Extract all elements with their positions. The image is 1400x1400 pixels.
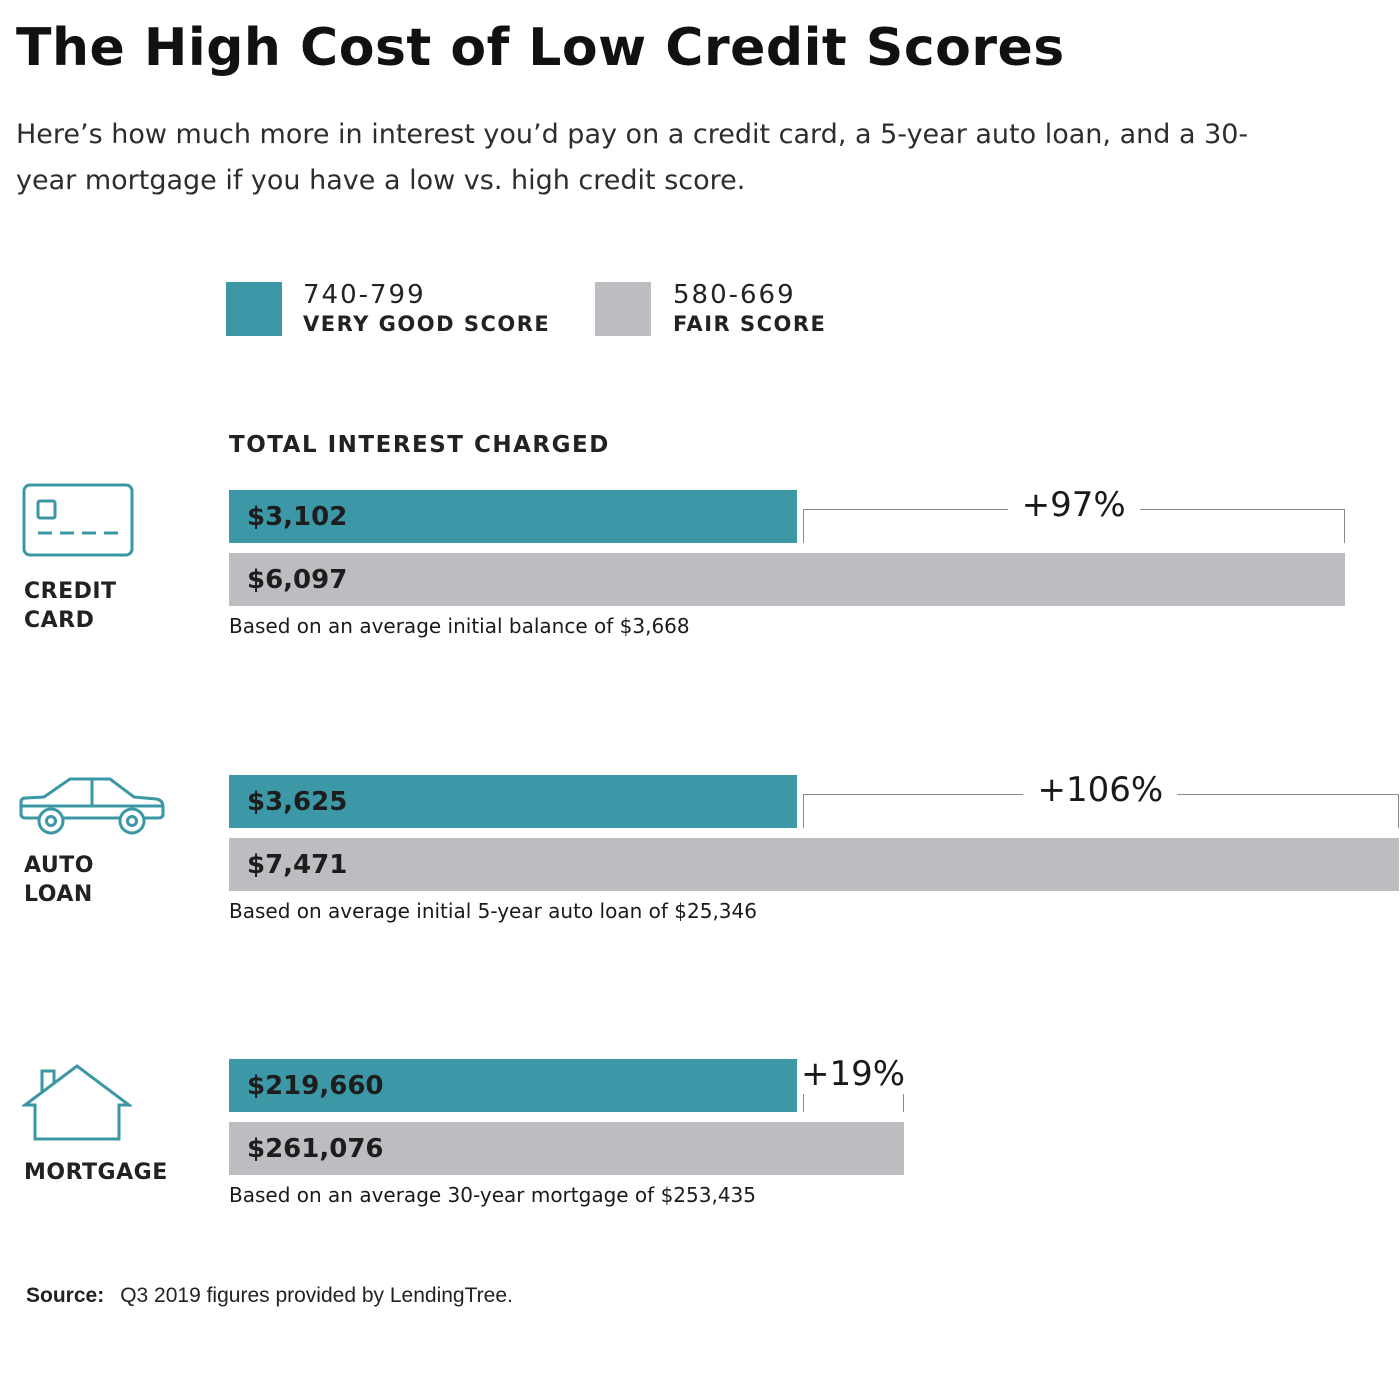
source-note: Source: Q3 2019 figures provided by Lendi… [26, 1284, 513, 1308]
bar-value-label: $3,625 [247, 786, 348, 817]
bracket-right-auto_loan [1398, 794, 1399, 828]
bar-value-label: $219,660 [247, 1070, 384, 1101]
category-label-credit-card: CREDIT CARD [24, 577, 117, 635]
category-label-line: CARD [24, 608, 95, 633]
chart-subtitle: Here’s how much more in interest you’d p… [16, 119, 1249, 196]
category-label-line: LOAN [24, 882, 93, 907]
category-label-line: MORTGAGE [24, 1160, 168, 1185]
category-label-line: AUTO [24, 853, 94, 878]
bracket-right-mortgage [903, 1078, 905, 1112]
category-label-auto-loan: AUTO LOAN [24, 851, 94, 909]
increase-label-credit_card: +97% [1007, 485, 1140, 525]
increase-label-auto_loan: +106% [1023, 770, 1178, 810]
bar-value-label: $7,471 [247, 849, 348, 880]
increase-label-mortgage: +19% [799, 1054, 908, 1094]
legend-range-fair: 580-669 [673, 280, 796, 310]
legend-swatch-very-good [226, 282, 282, 336]
bracket-left-auto_loan [802, 794, 804, 828]
bracket-left-credit_card [803, 509, 804, 543]
chart-title: The High Cost of Low Credit Scores [16, 18, 1065, 78]
legend-range-very-good: 740-799 [303, 280, 426, 310]
car-icon [19, 777, 165, 835]
bar-value-label: $3,102 [247, 501, 348, 532]
legend-label-fair: FAIR SCORE [673, 312, 827, 336]
bar-fair-auto_loan: $7,471 [229, 838, 1399, 891]
bar-value-label: $261,076 [247, 1133, 384, 1164]
bar-value-label: $6,097 [247, 564, 348, 595]
section-label: TOTAL INTEREST CHARGED [229, 432, 610, 458]
bar-very-good-mortgage: $219,660 [229, 1059, 797, 1112]
bar-very-good-auto_loan: $3,625 [229, 775, 797, 828]
bracket-left-mortgage [803, 1078, 804, 1112]
legend-swatch-fair [595, 282, 651, 336]
source-label: Source: [26, 1284, 105, 1307]
bracket-right-credit_card [1344, 509, 1346, 543]
bar-very-good-credit_card: $3,102 [229, 490, 797, 543]
bar-fair-mortgage: $261,076 [229, 1122, 905, 1175]
house-icon [22, 1064, 132, 1141]
note-auto-loan: Based on average initial 5-year auto loa… [229, 899, 757, 923]
note-credit-card: Based on an average initial balance of $… [229, 614, 690, 638]
legend-label-very-good: VERY GOOD SCORE [303, 312, 551, 336]
source-text: Q3 2019 figures provided by LendingTree. [120, 1284, 513, 1307]
bar-fair-credit_card: $6,097 [229, 553, 1346, 606]
category-label-mortgage: MORTGAGE [24, 1158, 168, 1187]
note-mortgage: Based on an average 30-year mortgage of … [229, 1183, 756, 1207]
credit-card-icon [22, 483, 134, 557]
category-label-line: CREDIT [24, 579, 117, 604]
